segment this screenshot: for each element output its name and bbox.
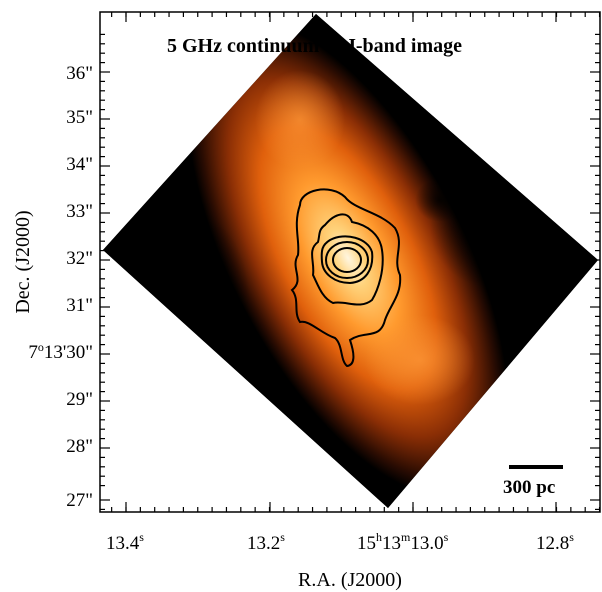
contour-5 <box>332 247 362 273</box>
scale-bar-line <box>509 465 563 469</box>
y-tick-labels: 36" 35" 34" 33" 32" 31" 7o13'30" 29" 28"… <box>28 63 93 511</box>
y-tick-34: 34" <box>66 154 93 175</box>
y-tick-30: 7o13'30" <box>28 340 93 363</box>
radio-contours <box>290 188 402 368</box>
y-tick-32: 32" <box>66 248 93 269</box>
y-tick-35: 35" <box>66 107 93 128</box>
x-tick-labels: 13.4s 13.2s 15h13m13.0s 12.8s <box>106 530 574 554</box>
scale-bar: 300 pc <box>503 465 563 498</box>
figure-title: 5 GHz continuum & J-band image <box>167 35 462 57</box>
y-axis-title: Dec. (J2000) <box>12 210 34 313</box>
contour-4 <box>325 241 369 279</box>
plot-frame <box>99 11 601 513</box>
x-tick-13-2: 13.2s <box>247 530 285 554</box>
y-tick-28: 28" <box>66 436 93 457</box>
y-tick-31: 31" <box>66 295 93 316</box>
x-tick-13-0: 15h13m13.0s <box>357 530 449 554</box>
x-tick-12-8: 12.8s <box>536 530 574 554</box>
tick-marks <box>100 12 601 512</box>
y-tick-29: 29" <box>66 389 93 410</box>
contour-2 <box>311 213 384 306</box>
x-axis-title: R.A. (J2000) <box>298 569 402 591</box>
y-tick-36: 36" <box>66 63 93 84</box>
j-band-image <box>103 14 598 508</box>
contour-outer <box>290 188 402 368</box>
contour-3 <box>320 235 374 285</box>
scale-bar-label: 300 pc <box>503 477 555 498</box>
y-tick-27: 27" <box>66 490 93 511</box>
x-tick-13-4: 13.4s <box>106 530 144 554</box>
y-tick-33: 33" <box>66 201 93 222</box>
